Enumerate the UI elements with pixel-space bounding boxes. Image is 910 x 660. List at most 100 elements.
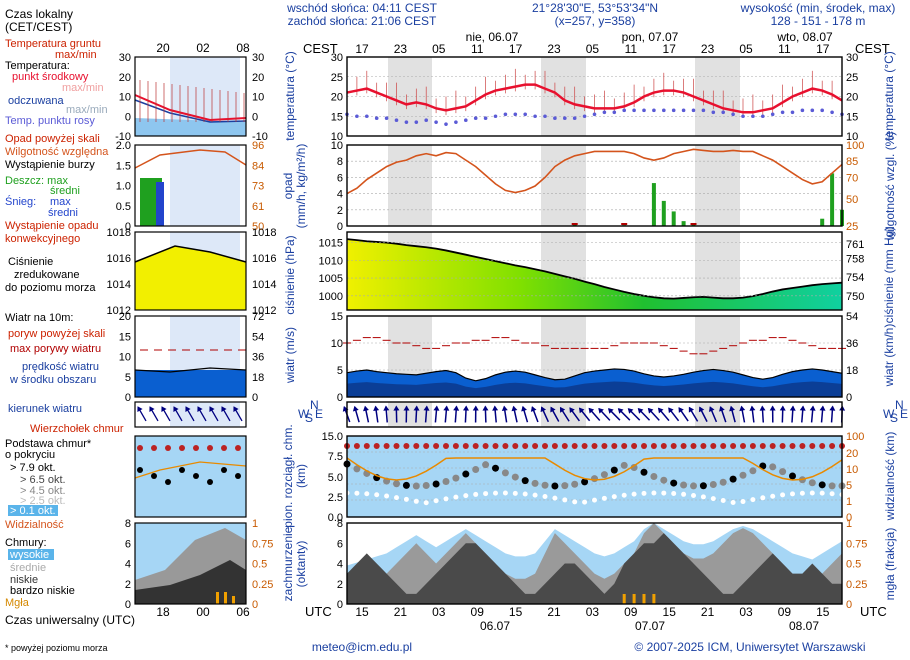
- cloud-base-point-light: [354, 490, 360, 496]
- legend-pressure-tick-r: 1016: [252, 253, 276, 265]
- cloud-base-point-light: [651, 490, 657, 496]
- cloud-base-point: [769, 463, 777, 471]
- cloud-top-point: [532, 443, 539, 449]
- cloud-top-point: [809, 443, 816, 449]
- legend-cc-tick: 0: [125, 599, 131, 611]
- arrow-head: [569, 407, 575, 414]
- temp-axis-title: temperatura (°C): [283, 51, 297, 141]
- legend-wind-area: [135, 370, 246, 397]
- frame-wind: [346, 315, 843, 398]
- local-tick: 17: [816, 42, 830, 56]
- local-tick: 17: [509, 42, 523, 56]
- cloud-base-point-light: [582, 499, 588, 505]
- legend-frame-prec: [134, 144, 247, 227]
- temp-tick-left: 30: [331, 52, 343, 64]
- cloud-base-point: [432, 480, 440, 488]
- cloud-base-point-light: [611, 494, 617, 500]
- legend-cloud-top-point: [151, 445, 157, 451]
- pressure-tick: 1005: [319, 273, 343, 285]
- legend-snow-label: Śnieg:: [5, 195, 36, 208]
- utc-tick: 15: [355, 605, 369, 619]
- legend-cov-2: > 6.5 okt.: [20, 474, 66, 486]
- precip-bar: [820, 218, 825, 226]
- legend-wind-mean-2: w środku obszaru: [9, 374, 96, 386]
- legend-fog-bar: [216, 592, 219, 604]
- cloud-base-point: [699, 482, 707, 490]
- legend-pressure-tick: 1012: [107, 305, 131, 317]
- dewpoint-point: [800, 108, 805, 113]
- wind-compass-left: N W E S: [298, 398, 323, 425]
- footer-email[interactable]: meteo@icm.edu.pl: [312, 640, 412, 654]
- legend-cloud-top-point: [179, 445, 185, 451]
- compass-n-r: N: [895, 398, 904, 412]
- precip-tick: 8: [337, 156, 343, 168]
- dewpoint-point: [523, 112, 527, 117]
- cloud-base-point-light: [552, 495, 558, 501]
- day-label-2: pon, 07.07: [622, 30, 679, 44]
- arrow-head: [719, 405, 725, 412]
- cloud-top-point: [433, 443, 440, 449]
- cloud-base-point-light: [473, 491, 479, 497]
- arrow-head: [363, 405, 369, 412]
- cloud-top-point: [353, 443, 360, 449]
- legend-cc-tick: 4: [125, 559, 131, 571]
- cloud-base-point: [828, 482, 836, 490]
- dewpoint-point: [681, 108, 686, 113]
- utc-label-left: UTC: [305, 604, 332, 619]
- legend-cov-3: > 4.5 okt.: [20, 485, 66, 497]
- cloudbase-tick: 7.5: [328, 451, 343, 463]
- arrow-head: [708, 406, 715, 412]
- arrow-head: [161, 406, 167, 413]
- dewpoint-point: [513, 112, 518, 117]
- cloudcover-tick: 4: [337, 559, 343, 571]
- cloud-base-point-light: [601, 495, 607, 501]
- local-tick: 11: [778, 42, 791, 56]
- legend-fog-bar: [224, 592, 227, 604]
- cloud-base-point-light: [394, 495, 399, 501]
- cloud-base-point-light: [799, 490, 805, 496]
- wind-arrow: [413, 405, 420, 423]
- wind-direction-panel: [342, 405, 846, 423]
- cloud-top-point: [492, 443, 499, 449]
- fog-bar: [652, 594, 656, 604]
- arrow-head: [729, 405, 735, 412]
- dewpoint-point: [602, 110, 607, 115]
- wind-arrow: [383, 405, 390, 423]
- cloud-base-point-light: [760, 495, 766, 501]
- legend-temp-title: Temperatura:: [5, 60, 70, 72]
- utc-tick: 15: [816, 605, 830, 619]
- pressure-area: [347, 239, 842, 310]
- frame-cb: [346, 435, 843, 518]
- legend-cloud-base-point: [207, 479, 213, 485]
- dewpoint-point: [751, 114, 755, 119]
- legend-frame-temp: [134, 56, 247, 137]
- dewpoint-point: [464, 118, 468, 122]
- precip-occurrence-mark: [621, 223, 628, 225]
- cloud-top-point: [641, 443, 647, 449]
- arrow-head: [149, 406, 155, 413]
- night-band: [695, 57, 740, 136]
- humidity-tick: 100: [846, 140, 864, 152]
- cest-label-left: CEST: [303, 41, 338, 56]
- cloudbase-tick: 2.5: [328, 492, 343, 504]
- cloud-base-point-light: [700, 494, 706, 500]
- legend-pressure-tick: 1016: [107, 253, 131, 265]
- utc-tick: 09: [471, 605, 485, 619]
- local-tick: 11: [625, 42, 638, 56]
- arrow-head: [678, 407, 684, 413]
- visibility-tick: 20: [846, 448, 858, 460]
- cloud-base-point-light: [671, 490, 677, 496]
- arrow-head: [472, 405, 479, 411]
- legend-local-tick: 20: [156, 41, 170, 55]
- wind-arrow: [521, 405, 529, 423]
- arrow-head: [799, 405, 806, 411]
- cloud-base-point: [610, 466, 618, 474]
- wind-area-min: [347, 381, 842, 397]
- legend-cloud-base-point: [179, 467, 185, 473]
- legend-humidity-tick: 50: [252, 221, 264, 233]
- wind-arrow: [678, 407, 689, 422]
- utc-day-1: 06.07: [480, 619, 510, 633]
- cloud-base-point: [412, 482, 420, 490]
- legend-cloud-top-point: [165, 445, 171, 451]
- wind-arrow: [607, 408, 621, 421]
